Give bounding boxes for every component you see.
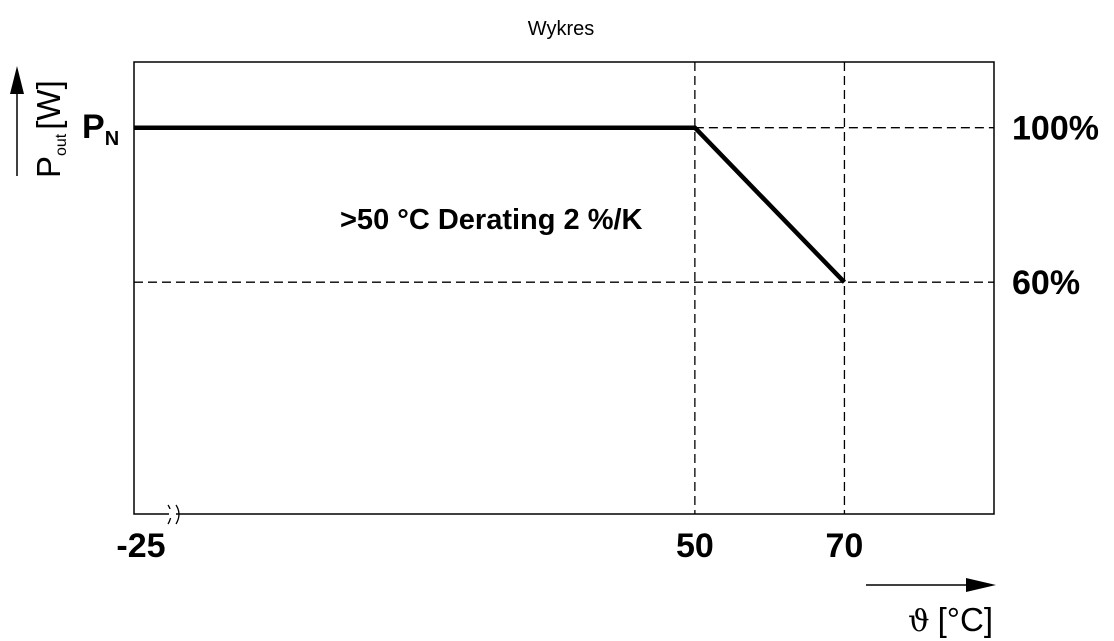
plot-frame	[133, 61, 995, 515]
derating-curve	[134, 125, 847, 284]
x-tick-labels: -25 50 70	[116, 527, 863, 565]
x-axis-label-unit: [°C]	[938, 601, 993, 638]
y-axis-label-subscript: out	[53, 133, 70, 156]
x-axis-label: ϑ [°C]	[908, 601, 993, 639]
pn-label: PN	[82, 108, 119, 150]
y-tick-labels-right: 100% 60%	[1012, 110, 1099, 303]
x-tick-label: 70	[826, 527, 864, 565]
y-axis-label-group: Pout [W]	[10, 66, 70, 178]
y-axis-label: Pout [W]	[30, 80, 70, 178]
y-axis-arrow-icon	[10, 66, 24, 94]
y-axis-label-main: P	[30, 156, 67, 178]
y-axis-label-unit: [W]	[30, 80, 67, 129]
pn-label-subscript: N	[105, 128, 119, 150]
x-tick-label: 50	[676, 527, 714, 565]
x-axis-arrow-icon	[966, 578, 996, 592]
x-axis-label-symbol: ϑ	[908, 604, 929, 639]
pn-label-main: P	[82, 108, 105, 146]
x-tick-label: -25	[116, 527, 165, 565]
svg-text:PN: PN	[82, 108, 119, 150]
axis-break-mark	[167, 504, 180, 525]
y-tick-label-right: 100%	[1012, 110, 1099, 148]
derating-annotation: >50 °C Derating 2 %/K	[340, 204, 643, 236]
chart-title: Wykres	[528, 18, 594, 40]
reference-lines	[134, 62, 994, 514]
x-axis-label-group: ϑ [°C]	[866, 578, 996, 639]
y-tick-label-right: 60%	[1012, 264, 1080, 302]
